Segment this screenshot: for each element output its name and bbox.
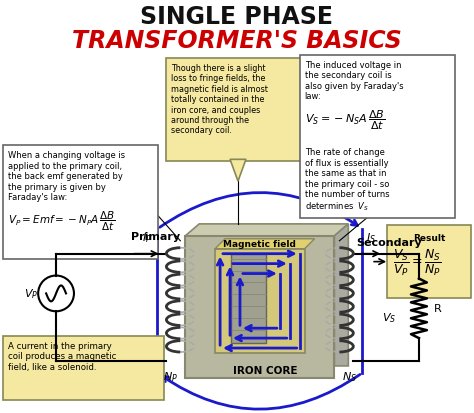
Text: $\dfrac{V_S}{V_P} = \dfrac{N_S}{N_P}$: $\dfrac{V_S}{V_P} = \dfrac{N_S}{N_P}$: [393, 247, 442, 277]
Text: TRANSFORMER'S BASICS: TRANSFORMER'S BASICS: [72, 29, 402, 53]
Polygon shape: [215, 239, 315, 249]
Text: A current in the primary
coil produces a magnetic
field, like a solenoid.: A current in the primary coil produces a…: [9, 341, 117, 371]
FancyBboxPatch shape: [300, 56, 455, 218]
Text: Though there is a slight
loss to fringe fields, the
magnetic field is almost
tot: Though there is a slight loss to fringe …: [172, 64, 268, 135]
Text: $V_S$: $V_S$: [382, 311, 396, 324]
Text: R: R: [434, 304, 442, 313]
Text: The induced voltage in
the secondary coil is
also given by Faraday's
law:: The induced voltage in the secondary coi…: [305, 61, 403, 101]
Text: $I_P$: $I_P$: [142, 230, 152, 244]
FancyBboxPatch shape: [3, 146, 158, 259]
Polygon shape: [185, 224, 348, 236]
FancyBboxPatch shape: [166, 59, 310, 162]
Text: $V_S = -N_S A\,\dfrac{\Delta B}{\Delta t}$: $V_S = -N_S A\,\dfrac{\Delta B}{\Delta t…: [305, 108, 385, 132]
Text: The rate of change
of flux is essentially
the same as that in
the primary coil -: The rate of change of flux is essentiall…: [305, 148, 389, 213]
Circle shape: [38, 276, 74, 311]
FancyBboxPatch shape: [231, 254, 266, 343]
Text: $V_P = Emf = -N_P A\,\dfrac{\Delta B}{\Delta t}$: $V_P = Emf = -N_P A\,\dfrac{\Delta B}{\D…: [9, 209, 116, 233]
Text: Magnetic field: Magnetic field: [223, 240, 296, 249]
Text: $N_S$: $N_S$: [342, 369, 357, 383]
FancyBboxPatch shape: [3, 336, 164, 400]
FancyBboxPatch shape: [185, 236, 335, 378]
Text: $V_P$: $V_P$: [24, 287, 38, 301]
Text: When a changing voltage is
applied to the primary coil,
the back emf generated b: When a changing voltage is applied to th…: [9, 151, 126, 202]
Text: $I_S$: $I_S$: [366, 230, 376, 244]
Text: $N_P$: $N_P$: [163, 369, 178, 383]
Text: Primary: Primary: [131, 231, 180, 241]
Text: Secondary: Secondary: [356, 237, 422, 247]
Polygon shape: [230, 160, 246, 182]
FancyBboxPatch shape: [387, 225, 471, 299]
FancyBboxPatch shape: [215, 249, 305, 353]
Polygon shape: [335, 224, 348, 366]
Text: SINGLE PHASE: SINGLE PHASE: [140, 5, 334, 29]
Text: Result: Result: [413, 233, 445, 242]
Text: IRON CORE: IRON CORE: [233, 365, 297, 375]
